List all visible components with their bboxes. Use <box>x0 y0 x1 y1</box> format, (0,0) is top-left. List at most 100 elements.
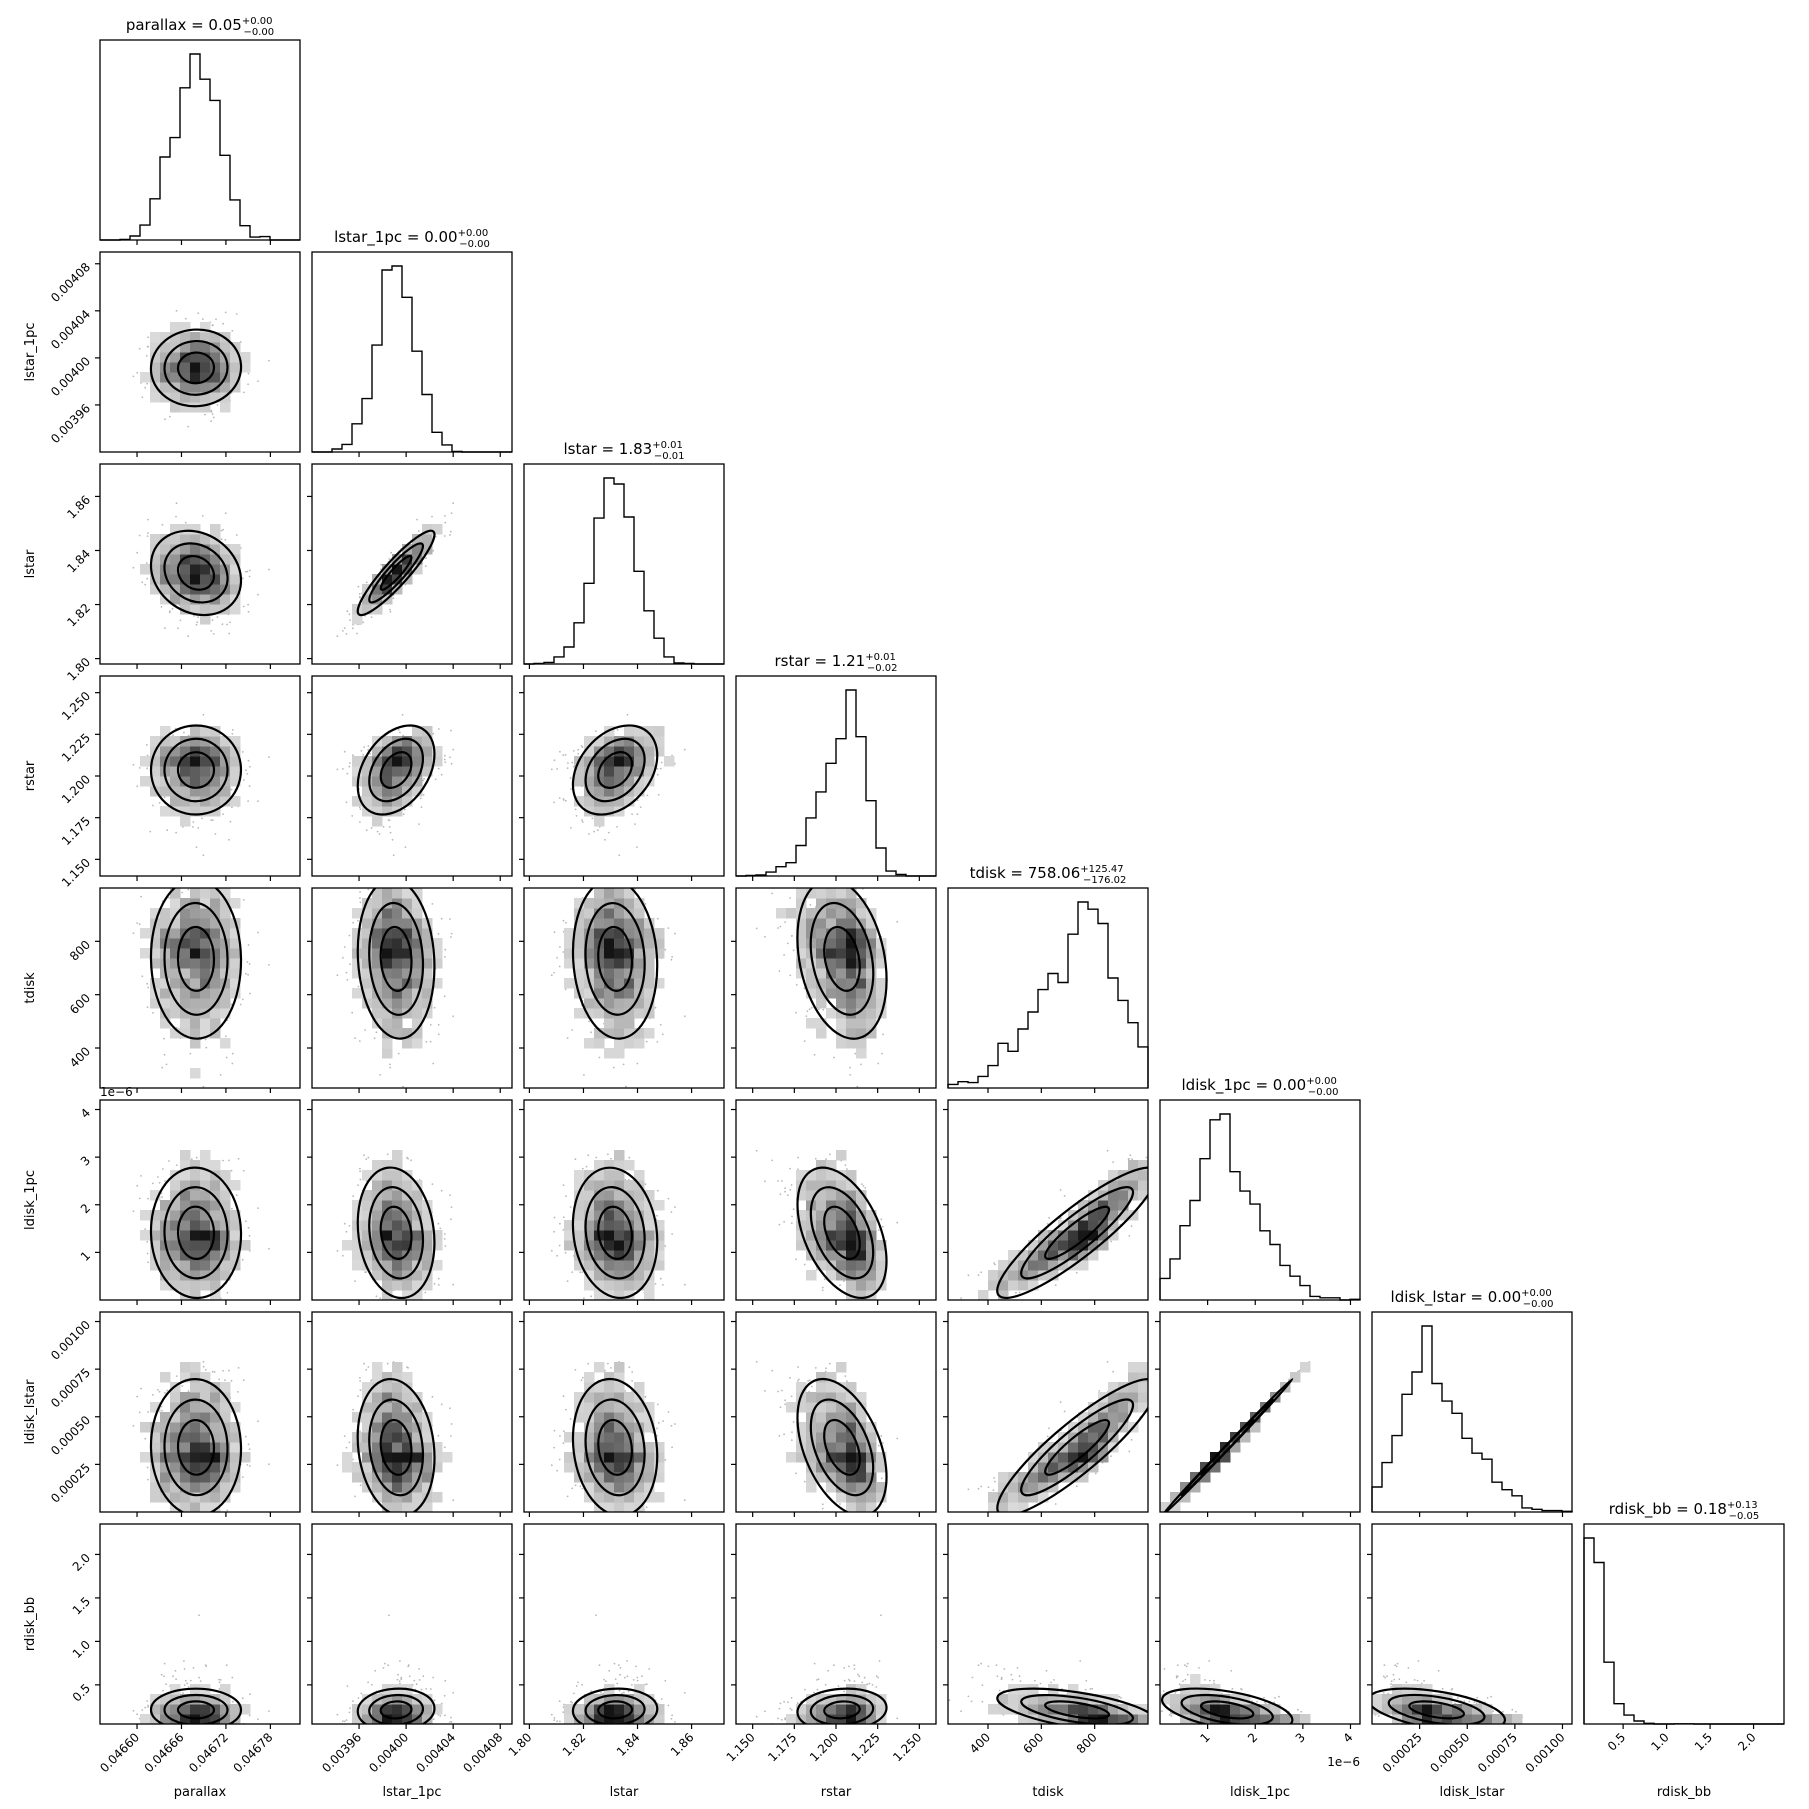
density-cell <box>806 958 817 969</box>
sample-point <box>359 808 362 811</box>
title-main: lstar_1pc = 0.00 <box>334 228 458 247</box>
sample-point <box>172 734 174 737</box>
sample-point <box>235 534 238 536</box>
density-cell <box>382 1250 393 1261</box>
sample-point <box>1060 1217 1062 1219</box>
density-cell <box>190 1452 201 1463</box>
sample-point <box>644 1395 647 1398</box>
density-cell <box>382 1230 393 1241</box>
density-cell <box>150 584 161 595</box>
density-cell <box>200 918 211 929</box>
sample-point <box>239 1003 242 1006</box>
density-cell <box>170 1392 181 1403</box>
sample-point <box>257 1207 259 1209</box>
sample-point <box>189 1052 192 1055</box>
sample-point <box>157 1389 159 1391</box>
density-cell <box>846 998 857 1009</box>
density-cell <box>230 564 241 575</box>
density-cell <box>846 1170 857 1181</box>
sample-point <box>1386 1675 1388 1678</box>
density-cell <box>362 1200 373 1211</box>
density-cell <box>170 1432 181 1443</box>
sample-point <box>550 1713 553 1716</box>
density-cell <box>392 1382 403 1393</box>
density-cell <box>220 998 231 1009</box>
sample-point <box>195 623 198 626</box>
sample-point <box>1377 1715 1380 1717</box>
density-cell <box>220 786 231 797</box>
sample-point <box>670 1717 673 1720</box>
sample-point <box>1515 1710 1517 1713</box>
density-cell <box>1098 1432 1109 1443</box>
density-cell <box>634 998 645 1009</box>
density-cell <box>170 766 181 777</box>
sample-point <box>575 815 578 817</box>
diag-panel-ldisk_1pc: ldisk_1pc = 0.00+0.00 −0.00 <box>1159 1076 1361 1305</box>
sample-point <box>821 1507 824 1510</box>
density-cell <box>1008 1502 1019 1512</box>
sample-point <box>569 777 572 779</box>
density-cell <box>654 1442 665 1453</box>
density-cell <box>372 1462 383 1473</box>
density-cell <box>604 1704 615 1715</box>
sample-point <box>591 817 594 820</box>
density-cell <box>1058 1220 1069 1231</box>
sample-point <box>160 606 163 608</box>
y-tick-label: 3 <box>78 1153 93 1168</box>
contour-line <box>809 1186 875 1280</box>
density-cell <box>574 1008 585 1019</box>
density-cell <box>604 978 615 989</box>
density-cell <box>150 1230 161 1241</box>
density-cell <box>826 978 837 989</box>
contour-line <box>163 1693 229 1724</box>
density-cell <box>412 564 423 575</box>
sample-point <box>1149 1407 1151 1409</box>
sample-point <box>797 1366 799 1368</box>
sample-point <box>1050 1681 1052 1684</box>
sample-point <box>1063 1195 1066 1197</box>
density-cell <box>614 1008 625 1019</box>
density-cell <box>170 908 181 919</box>
sample-point <box>144 1228 147 1230</box>
density-cell <box>180 322 191 333</box>
sample-point <box>388 1330 390 1332</box>
density-cell <box>240 1704 251 1715</box>
sample-point <box>392 597 395 600</box>
density-cell <box>200 392 211 403</box>
panel-ldisk_lstar-vs-rdisk_bb <box>1367 1523 1573 1729</box>
sample-point <box>437 728 440 730</box>
sample-point <box>880 1477 883 1480</box>
density-cell <box>856 1432 867 1443</box>
density-cell <box>644 1402 655 1413</box>
sample-point <box>165 1683 168 1686</box>
density-cell <box>1170 1492 1181 1503</box>
density-cell <box>392 1482 403 1493</box>
density-cell <box>190 1200 201 1211</box>
density-cell <box>140 1210 151 1221</box>
sample-point <box>343 1435 346 1437</box>
density-cell <box>200 1694 211 1705</box>
density-cell <box>220 362 231 373</box>
density-cell <box>796 1714 807 1724</box>
sample-point <box>388 558 391 560</box>
sample-point <box>352 1700 354 1703</box>
sample-point <box>1208 1660 1211 1662</box>
sample-point <box>1468 1700 1471 1703</box>
sample-point <box>1163 1513 1165 1515</box>
sample-point <box>574 808 577 811</box>
density-cell <box>816 928 827 939</box>
x-tick-label: 1.175 <box>765 1730 799 1764</box>
density-cell <box>220 1270 231 1281</box>
sample-point <box>444 761 447 763</box>
sample-point <box>228 632 231 635</box>
density-cell <box>392 1018 403 1029</box>
density-cell <box>422 968 433 979</box>
density-cell <box>644 1452 655 1463</box>
sample-point <box>237 1157 240 1160</box>
sample-point <box>562 919 565 922</box>
density-cell <box>634 948 645 959</box>
density-cell <box>190 998 201 1009</box>
density-cell <box>856 1270 867 1281</box>
density-cell <box>402 1472 413 1483</box>
y-tick-label: 1.82 <box>64 601 93 630</box>
